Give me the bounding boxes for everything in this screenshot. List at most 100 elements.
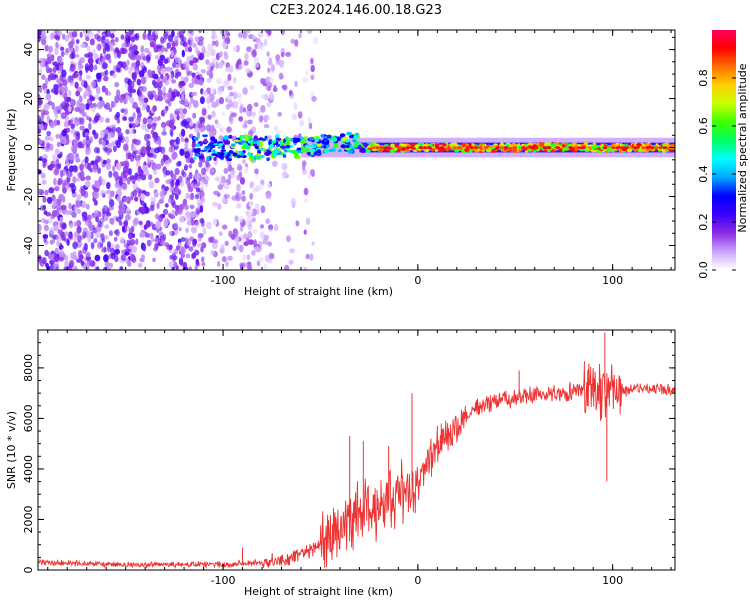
noise-cell <box>247 214 251 220</box>
noise-cell <box>41 257 47 265</box>
noise-cell <box>158 231 164 236</box>
colorbar-label: Normalized spectral amplitude <box>736 63 749 232</box>
noise-cell <box>153 81 159 89</box>
noise-cell <box>216 261 221 267</box>
noise-cell <box>79 125 83 131</box>
colorbar-segment <box>712 260 736 263</box>
signal-cell <box>345 145 350 148</box>
noise-cell <box>93 53 99 61</box>
noise-cell <box>260 94 267 99</box>
snr-series-line <box>38 361 675 570</box>
noise-cell <box>64 260 69 268</box>
colorbar-segment <box>712 38 736 41</box>
noise-cell <box>164 186 170 192</box>
colorbar-segment <box>712 110 736 113</box>
noise-cell <box>131 245 138 253</box>
noise-cell <box>70 63 75 69</box>
noise-cell <box>49 143 54 151</box>
noise-cell <box>176 71 182 77</box>
noise-cell <box>307 174 312 179</box>
noise-cell <box>103 205 108 211</box>
noise-cell <box>38 85 43 93</box>
noise-cell <box>227 85 233 91</box>
noise-cell <box>69 52 75 60</box>
noise-cell <box>59 86 66 93</box>
noise-cell <box>162 208 169 215</box>
noise-cell <box>199 96 205 105</box>
noise-cell <box>195 221 200 228</box>
noise-cell <box>100 36 105 44</box>
signal-core-cell <box>521 146 526 150</box>
noise-cell <box>310 74 315 80</box>
colorbar-segment <box>712 104 736 107</box>
noise-cell <box>47 100 53 106</box>
noise-cell <box>97 167 102 175</box>
noise-cell <box>94 159 99 164</box>
noise-cell <box>67 233 74 241</box>
noise-cell <box>54 88 59 95</box>
noise-cell <box>86 214 92 221</box>
noise-cell <box>204 176 210 182</box>
noise-cell <box>87 237 91 243</box>
noise-cell <box>104 235 109 240</box>
noise-cell <box>289 248 295 254</box>
noise-cell <box>202 227 207 236</box>
signal-core-cell <box>495 146 500 150</box>
plot-frame <box>37 329 676 571</box>
signal-cell <box>266 157 270 162</box>
noise-cell <box>155 30 159 36</box>
colorbar-segment <box>712 186 736 189</box>
signal-cell <box>593 149 598 153</box>
signal-cell <box>353 135 358 140</box>
noise-cell <box>247 231 253 239</box>
noise-cell <box>55 150 59 156</box>
noise-cell <box>215 61 219 70</box>
noise-cell <box>256 42 262 50</box>
colorbar-segment <box>712 154 736 157</box>
noise-cell <box>53 177 57 186</box>
noise-cell <box>188 171 193 180</box>
noise-cell <box>237 192 242 199</box>
noise-cell <box>125 95 131 101</box>
noise-cell <box>122 197 128 203</box>
noise-cell <box>57 180 62 186</box>
noise-cell <box>295 220 300 227</box>
noise-cell <box>200 69 206 74</box>
noise-cell <box>144 74 150 79</box>
noise-cell <box>130 36 136 43</box>
noise-cell <box>151 73 157 79</box>
signal-cell <box>300 140 306 144</box>
noise-cell <box>98 96 103 101</box>
noise-cell <box>71 188 76 194</box>
noise-cell <box>146 156 151 164</box>
noise-cell <box>241 195 246 202</box>
noise-cell <box>48 187 55 194</box>
noise-cell <box>191 76 197 85</box>
noise-cell <box>258 184 264 190</box>
noise-cell <box>192 112 197 119</box>
noise-cell <box>105 158 111 164</box>
noise-cell <box>106 244 112 253</box>
noise-cell <box>151 147 155 155</box>
noise-cell <box>122 160 128 167</box>
noise-cell <box>157 138 162 146</box>
noise-cell <box>42 196 47 203</box>
noise-cell <box>294 80 298 88</box>
colorbar-segment <box>712 222 736 225</box>
noise-cell <box>46 196 53 204</box>
signal-cell <box>375 143 380 147</box>
noise-cell <box>41 34 47 40</box>
signal-cell <box>201 149 206 153</box>
noise-cell <box>129 128 135 135</box>
noise-cell <box>255 173 259 180</box>
noise-cell <box>175 136 180 145</box>
noise-cell <box>119 266 124 270</box>
noise-cell <box>201 108 207 116</box>
noise-cell <box>108 170 113 178</box>
signal-core-cell <box>452 146 458 150</box>
noise-cell <box>53 168 60 176</box>
noise-cell <box>310 57 314 65</box>
noise-cell <box>143 97 149 103</box>
x-tick-label: 0 <box>414 574 421 587</box>
noise-cell <box>46 53 52 59</box>
